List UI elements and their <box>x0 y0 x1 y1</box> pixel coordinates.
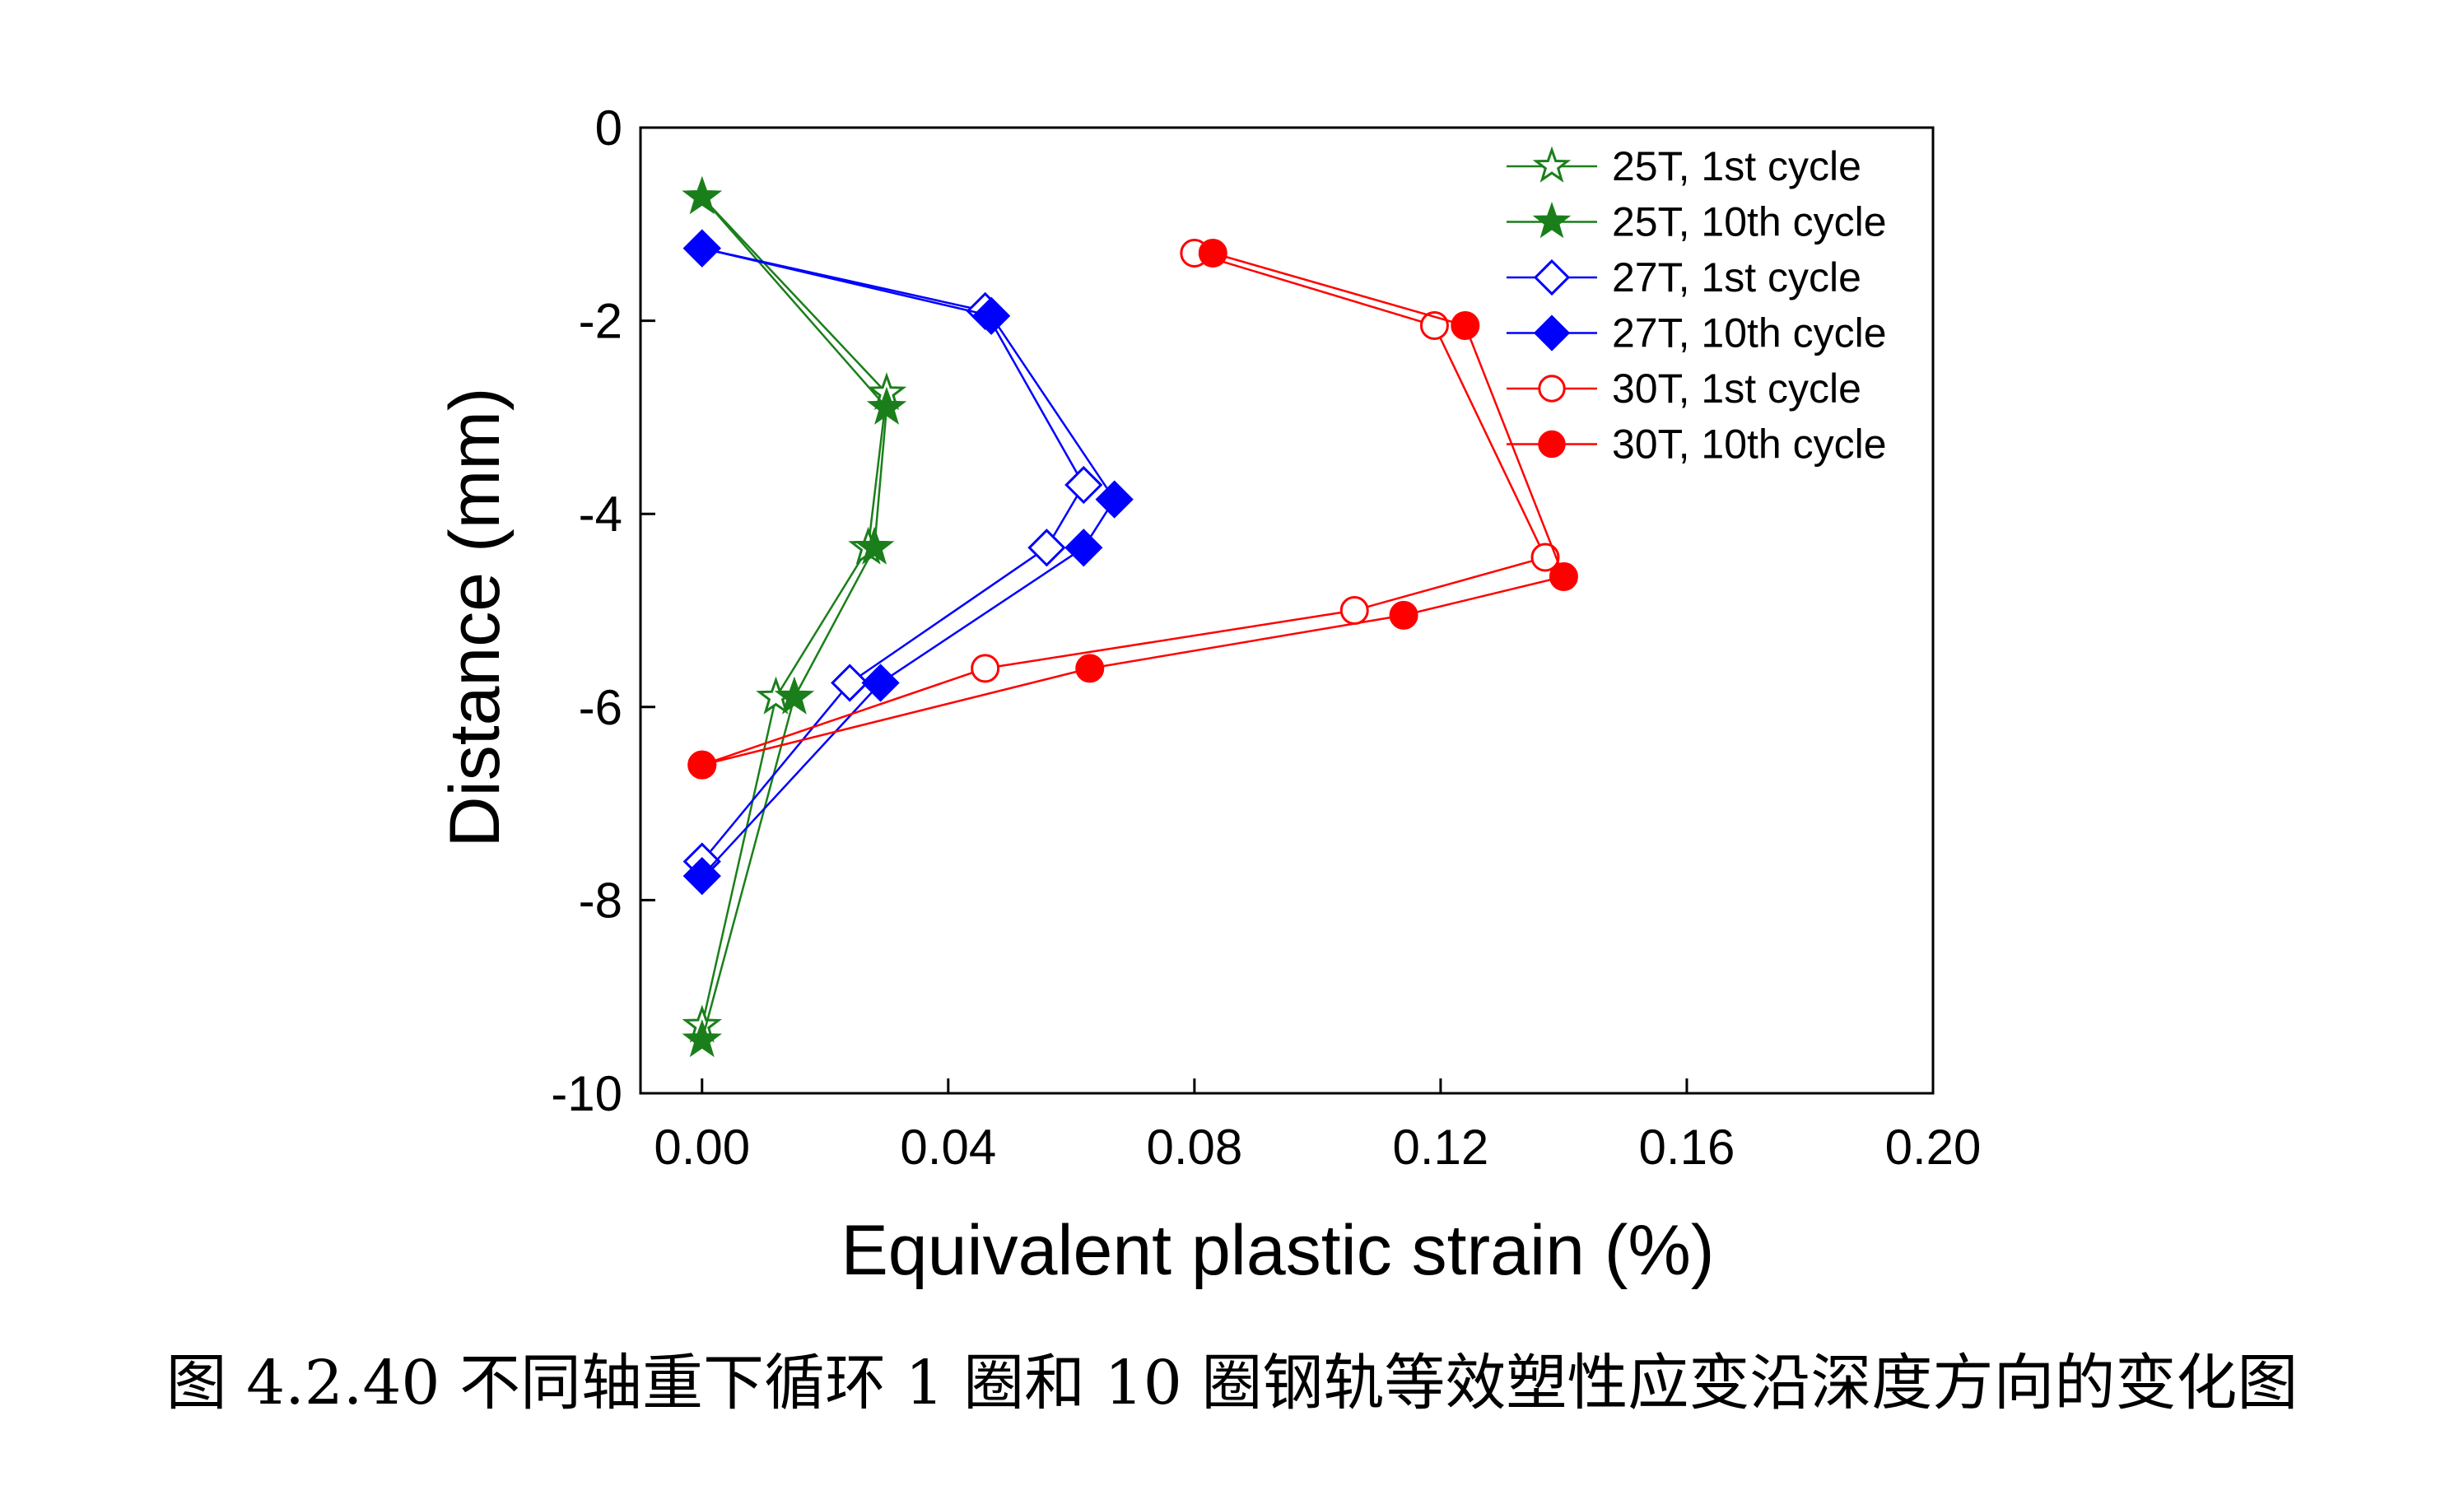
data-point-diamond <box>1095 480 1134 519</box>
series-line <box>701 196 888 1041</box>
data-point-star <box>682 176 722 215</box>
series-line <box>701 252 1566 766</box>
legend-label: 25T, 10th cycle <box>1612 199 1887 245</box>
y-tick-label: -2 <box>579 294 622 349</box>
legend-label: 25T, 1st cycle <box>1612 143 1861 189</box>
plot-area-frame <box>639 126 1935 1095</box>
data-point-diamond <box>1533 314 1571 352</box>
data-point-diamond <box>1064 529 1103 567</box>
series-group <box>682 229 1134 896</box>
x-tick-label: 0.12 <box>1393 1120 1489 1175</box>
data-point-circle <box>1538 430 1566 459</box>
series-line <box>701 247 1116 877</box>
x-tick-label: 0.16 <box>1639 1120 1735 1175</box>
series-line <box>701 252 1547 766</box>
data-point-star <box>866 386 907 425</box>
legend-label: 27T, 1st cycle <box>1612 254 1861 300</box>
data-point-circle <box>1451 310 1480 340</box>
data-point-diamond <box>831 664 869 702</box>
y-tick-label: -4 <box>579 487 622 542</box>
data-point-circle <box>1530 543 1560 572</box>
legend-label: 30T, 10th cycle <box>1612 421 1887 468</box>
data-point-diamond <box>861 664 900 702</box>
data-point-star <box>1532 202 1572 239</box>
legend-label: 27T, 10th cycle <box>1612 310 1887 356</box>
data-point-circle <box>1538 375 1566 403</box>
series-group <box>682 229 1103 881</box>
data-point-diamond <box>1064 465 1103 505</box>
data-point-diamond <box>1533 258 1571 296</box>
data-point-diamond <box>1027 529 1066 567</box>
series-group <box>682 176 907 1058</box>
data-point-circle <box>1198 238 1227 268</box>
data-point-diamond <box>682 229 721 268</box>
data-point-circle <box>971 654 1000 683</box>
data-point-circle <box>1549 561 1578 591</box>
y-tick-label: -6 <box>579 680 622 735</box>
data-point-circle <box>1339 596 1369 625</box>
x-axis-title: Equivalent plastic strain (%) <box>841 1211 1714 1290</box>
figure-caption: 图 4.2.40 不同轴重下循环 1 圈和 10 圈钢轨等效塑性应变沿深度方向的… <box>165 1348 2299 1418</box>
data-point-circle <box>1075 654 1105 683</box>
y-tick-label: -8 <box>579 873 622 928</box>
legend-label: 30T, 1st cycle <box>1612 366 1861 412</box>
x-tick-label: 0.20 <box>1885 1120 1982 1175</box>
y-tick-label: -10 <box>551 1066 622 1121</box>
data-point-circle <box>687 750 717 780</box>
data-point-diamond <box>682 856 721 896</box>
series-group <box>682 176 907 1043</box>
x-tick-label: 0.04 <box>900 1120 996 1175</box>
data-point-diamond <box>972 296 1011 335</box>
x-tick-label: 0.00 <box>654 1120 750 1175</box>
y-axis-title: Distance (mm) <box>436 387 515 847</box>
data-point-star <box>1532 146 1572 183</box>
x-tick-label: 0.08 <box>1146 1120 1242 1175</box>
data-point-star <box>682 1019 722 1058</box>
series-line <box>701 247 1085 863</box>
data-point-circle <box>1389 600 1418 630</box>
data-point-star <box>774 676 815 715</box>
series-line <box>701 196 888 1027</box>
data-point-star <box>854 526 895 565</box>
y-tick-label: 0 <box>595 100 622 156</box>
series-group <box>687 238 1578 780</box>
